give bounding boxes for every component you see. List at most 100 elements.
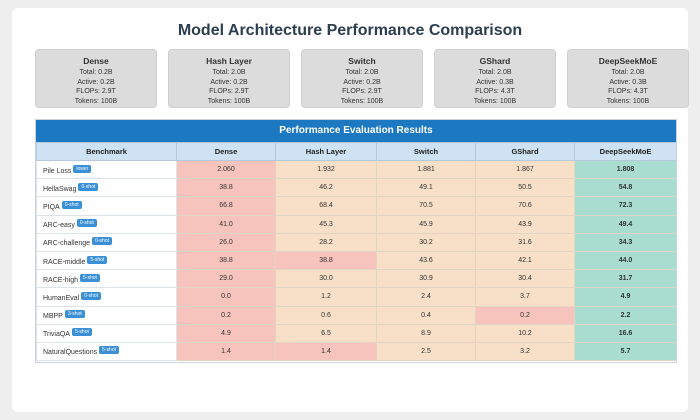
model-tokens: Tokens: 100B (340, 97, 384, 105)
table-row: ARC-challenge 0-shot 26.0 28.2 30.2 31.6 34.3 (36, 232, 676, 252)
value-gshard: 30.4 (475, 269, 575, 289)
value-switch: 30.9 (376, 269, 476, 289)
table-row: RACE-high 5-shot 29.0 30.0 30.9 30.4 31.7 (36, 269, 676, 289)
value-switch: 1.881 (376, 159, 476, 180)
value-switch: 2.4 (376, 287, 476, 307)
value-deepseekmoe: 49.4 (574, 214, 676, 234)
value-switch: 2.5 (376, 341, 476, 362)
model-flops: FLOPs: 4.3T (475, 88, 515, 95)
benchmark-cell: NaturalQuestions 5-shot (36, 341, 177, 362)
value-hash-layer: 38.8 (275, 250, 377, 271)
model-cards: Dense Total: 0.2B Active: 0.2B FLOPs: 2.… (35, 49, 689, 108)
shot-badge: 5-shot (99, 346, 119, 355)
model-tokens: Tokens: 100B (606, 97, 650, 105)
shot-badge: 5-shot (71, 328, 92, 337)
benchmark-name: RACE-middle (43, 258, 86, 266)
benchmark-name: ARC-easy (43, 222, 75, 230)
model-tokens: Tokens: 100B (473, 97, 517, 105)
value-deepseekmoe: 4.9 (574, 287, 676, 307)
shot-badge: lower (73, 164, 92, 173)
value-switch: 49.1 (376, 178, 476, 198)
benchmark-cell: Pile Loss lower (36, 159, 177, 180)
header-row: Benchmark Dense Hash Layer Switch GShard… (36, 142, 676, 161)
value-dense: 2.060 (176, 159, 276, 180)
value-switch: 70.5 (376, 196, 476, 216)
model-flops: FLOPs: 2.9T (209, 88, 249, 95)
results-body: Pile Loss lower 2.060 1.932 1.881 1.867 1.808 H… (36, 159, 676, 362)
model-flops: FLOPs: 2.9T (76, 88, 116, 95)
value-dense: 0.0 (176, 287, 276, 307)
model-name: DeepSeekMoE (598, 56, 658, 66)
model-tokens: Tokens: 100B (207, 97, 251, 105)
value-deepseekmoe: 31.7 (574, 269, 676, 289)
benchmark-name: MBPP (43, 313, 63, 321)
value-gshard: 50.5 (475, 178, 575, 198)
value-switch: 45.9 (376, 214, 476, 234)
model-total: Total: 2.0B (611, 69, 645, 76)
model-card-gshard: GShard Total: 2.0B Active: 0.3B FLOPs: 4… (434, 49, 556, 108)
header-switch: Switch (376, 142, 476, 161)
value-dense: 38.8 (176, 178, 276, 198)
table-row: Pile Loss lower 2.060 1.932 1.881 1.867 1.808 (36, 159, 676, 180)
model-active: Active: 0.3B (609, 78, 647, 86)
table-row: TriviaQA 5-shot 4.9 6.5 8.9 10.2 16.6 (36, 323, 676, 343)
value-dense: 41.0 (176, 214, 276, 234)
model-name: GShard (479, 56, 511, 66)
benchmark-name: PIQA (43, 203, 60, 211)
value-hash-layer: 30.0 (275, 269, 377, 289)
value-dense: 26.0 (176, 232, 276, 252)
value-deepseekmoe: 16.6 (574, 323, 676, 343)
benchmark-name: NaturalQuestions (43, 349, 98, 357)
value-gshard: 70.6 (475, 196, 575, 216)
model-name: Dense (83, 56, 109, 66)
results-table: Benchmark Dense Hash Layer Switch GShard… (36, 142, 676, 362)
model-flops: FLOPs: 4.3T (608, 88, 648, 95)
benchmark-cell: ARC-easy 0-shot (36, 214, 177, 234)
shot-badge: 0-shot (61, 200, 82, 209)
benchmark-name: HumanEval (43, 294, 80, 302)
header-deepseekmoe: DeepSeekMoE (574, 142, 676, 161)
table-row: NaturalQuestions 5-shot 1.4 1.4 2.5 3.2 5.7 (36, 341, 676, 362)
value-dense: 66.8 (176, 196, 276, 216)
value-gshard: 43.9 (475, 214, 575, 234)
value-deepseekmoe: 1.808 (574, 159, 676, 180)
benchmark-cell: TriviaQA 5-shot (36, 323, 177, 343)
benchmark-cell: HellaSwag 0-shot (36, 178, 177, 198)
header-dense: Dense (176, 142, 276, 161)
value-deepseekmoe: 54.8 (574, 178, 676, 198)
header-gshard: GShard (475, 142, 575, 161)
value-switch: 0.4 (376, 305, 476, 325)
value-hash-layer: 0.6 (275, 305, 377, 325)
benchmark-name: TriviaQA (43, 331, 70, 339)
model-card-deepseekmoe: DeepSeekMoE Total: 2.0B Active: 0.3B FLO… (567, 49, 689, 108)
value-dense: 1.4 (176, 341, 276, 362)
value-gshard: 3.7 (475, 287, 575, 307)
value-hash-layer: 45.3 (275, 214, 377, 234)
value-gshard: 10.2 (475, 323, 575, 343)
value-dense: 29.0 (176, 269, 276, 289)
benchmark-name: Pile Loss (43, 167, 72, 175)
benchmark-cell: HumanEval 0-shot (36, 287, 177, 307)
model-tokens: Tokens: 100B (74, 97, 118, 105)
value-deepseekmoe: 44.0 (574, 250, 676, 271)
benchmark-cell: MBPP 3-shot (36, 305, 177, 325)
value-gshard: 31.6 (475, 232, 575, 252)
model-name: Switch (348, 56, 376, 66)
table-row: MBPP 3-shot 0.2 0.6 0.4 0.2 2.2 (36, 305, 676, 325)
value-deepseekmoe: 34.3 (574, 232, 676, 252)
model-card-switch: Switch Total: 2.0B Active: 0.2B FLOPs: 2… (301, 49, 423, 108)
model-name: Hash Layer (206, 56, 252, 66)
value-hash-layer: 46.2 (275, 178, 377, 198)
shot-badge: 5-shot (87, 255, 108, 264)
benchmark-cell: ARC-challenge 0-shot (36, 232, 177, 252)
shot-badge: 3-shot (64, 310, 85, 319)
value-dense: 38.8 (176, 250, 276, 271)
table-row: HumanEval 0-shot 0.0 1.2 2.4 3.7 4.9 (36, 287, 676, 307)
header-benchmark: Benchmark (36, 142, 177, 161)
value-hash-layer: 1.2 (275, 287, 377, 307)
shot-badge: 0-shot (76, 219, 97, 228)
model-active: Active: 0.2B (77, 78, 115, 86)
benchmark-cell: RACE-middle 5-shot (36, 250, 177, 271)
table-row: ARC-easy 0-shot 41.0 45.3 45.9 43.9 49.4 (36, 214, 676, 234)
model-total: Total: 2.0B (478, 69, 512, 76)
